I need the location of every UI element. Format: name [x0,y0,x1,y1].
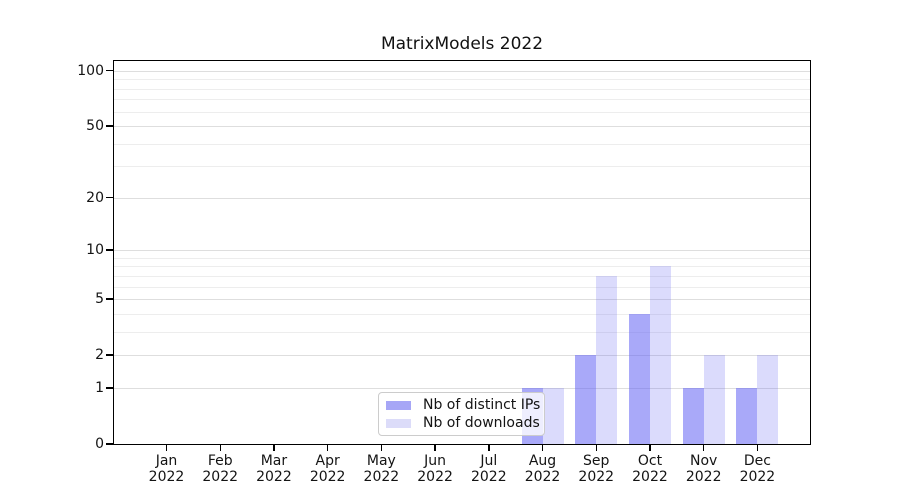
x-tick-mark [219,445,221,451]
grid-line-major [114,299,810,301]
x-tick-label-year: 2022 [417,469,453,485]
x-tick-label-month: May [366,453,396,469]
y-tick-mark [106,354,113,356]
y-tick-mark [106,249,113,251]
y-tick-label: 1 [95,379,104,396]
bar-downloads [596,275,618,444]
grid-line-minor [114,313,810,315]
y-tick-mark [106,298,113,300]
x-tick-mark [756,445,759,451]
x-tick-mark [595,445,597,451]
legend-swatch-downloads [386,418,411,428]
x-tick-mark [326,445,329,451]
legend-item-downloads: Nb of downloads [386,415,540,431]
x-tick-mark [273,445,275,451]
chart-title: MatrixModels 2022 [380,34,544,54]
x-tick-label-month: Mar [260,453,288,469]
y-tick-mark [106,70,113,72]
y-tick-label: 0 [95,436,104,452]
y-tick-mark [106,197,113,199]
x-tick-label-year: 2022 [470,469,507,485]
x-tick-label-month: Jan [155,453,178,469]
x-tick-label-year: 2022 [309,469,346,485]
grid-line-major [114,387,810,389]
y-tick-label: 5 [95,291,104,308]
x-tick-mark [541,445,544,451]
x-tick-label-year: 2022 [363,469,400,485]
grid-line-major [114,355,810,357]
x-tick-mark [488,445,490,451]
legend-item-distinct-ips: Nb of distinct IPs [386,397,541,413]
x-tick-label-month: Jun [424,453,447,469]
x-tick-label-month: Nov [690,453,718,469]
x-tick-label-year: 2022 [632,469,668,485]
grid-line-major [114,126,810,128]
y-tick-label: 50 [86,118,104,135]
grid-line-major [114,250,810,252]
x-tick-label-month: Sep [583,453,610,469]
y-tick-label: 20 [86,189,104,206]
x-tick-label-month: Aug [528,453,557,469]
y-tick-mark [106,387,113,389]
x-tick-mark [703,445,705,451]
x-tick-label-year: 2022 [739,469,776,485]
x-tick-mark [434,445,436,451]
bar-distinct-ips [575,355,597,444]
x-tick-label-year: 2022 [524,469,561,485]
x-tick-mark [380,445,383,451]
y-tick-label: 10 [86,242,104,259]
x-tick-label-year: 2022 [578,469,615,485]
grid-line-minor [114,257,810,259]
y-tick-label: 2 [95,347,104,364]
bar-distinct-ips [628,313,650,444]
x-tick-label-year: 2022 [685,469,722,485]
grid-line-minor [114,88,810,90]
x-tick-label-month: Feb [207,453,233,469]
x-tick-mark [165,445,168,451]
bar-downloads [649,266,671,444]
x-tick-label-year: 2022 [256,469,292,485]
legend-label-downloads: Nb of downloads [423,415,540,431]
x-tick-label-month: Apr [315,453,340,469]
grid-line-minor [114,79,810,81]
grid-line-minor [114,275,810,277]
grid-line-major [114,70,810,72]
bar-downloads [703,355,725,444]
grid-line-minor [114,166,810,168]
x-tick-label-month: Dec [743,453,771,469]
bar-downloads [757,355,779,444]
grid-line-minor [114,143,810,145]
grid-line-minor [114,286,810,288]
grid-line-minor [114,331,810,333]
legend: Nb of distinct IPs Nb of downloads [378,392,545,436]
grid-line-minor [114,266,810,268]
grid-line-minor [114,111,810,113]
y-tick-mark [106,125,113,127]
x-tick-label-year: 2022 [148,469,185,485]
plot-area-frame [113,60,811,445]
bar-distinct-ips [736,387,758,444]
x-tick-label-month: Jul [480,453,498,469]
bar-distinct-ips [682,387,704,444]
grid-line-minor [114,99,810,101]
bar-downloads [542,387,564,444]
x-tick-label-year: 2022 [202,469,239,485]
x-tick-label-month: Oct [637,453,663,469]
x-tick-mark [649,445,651,451]
y-tick-label: 100 [77,62,104,79]
legend-swatch-distinct-ips [386,400,411,410]
legend-label-distinct-ips: Nb of distinct IPs [423,397,541,413]
y-tick-mark [106,443,113,445]
grid-line-major [114,197,810,199]
